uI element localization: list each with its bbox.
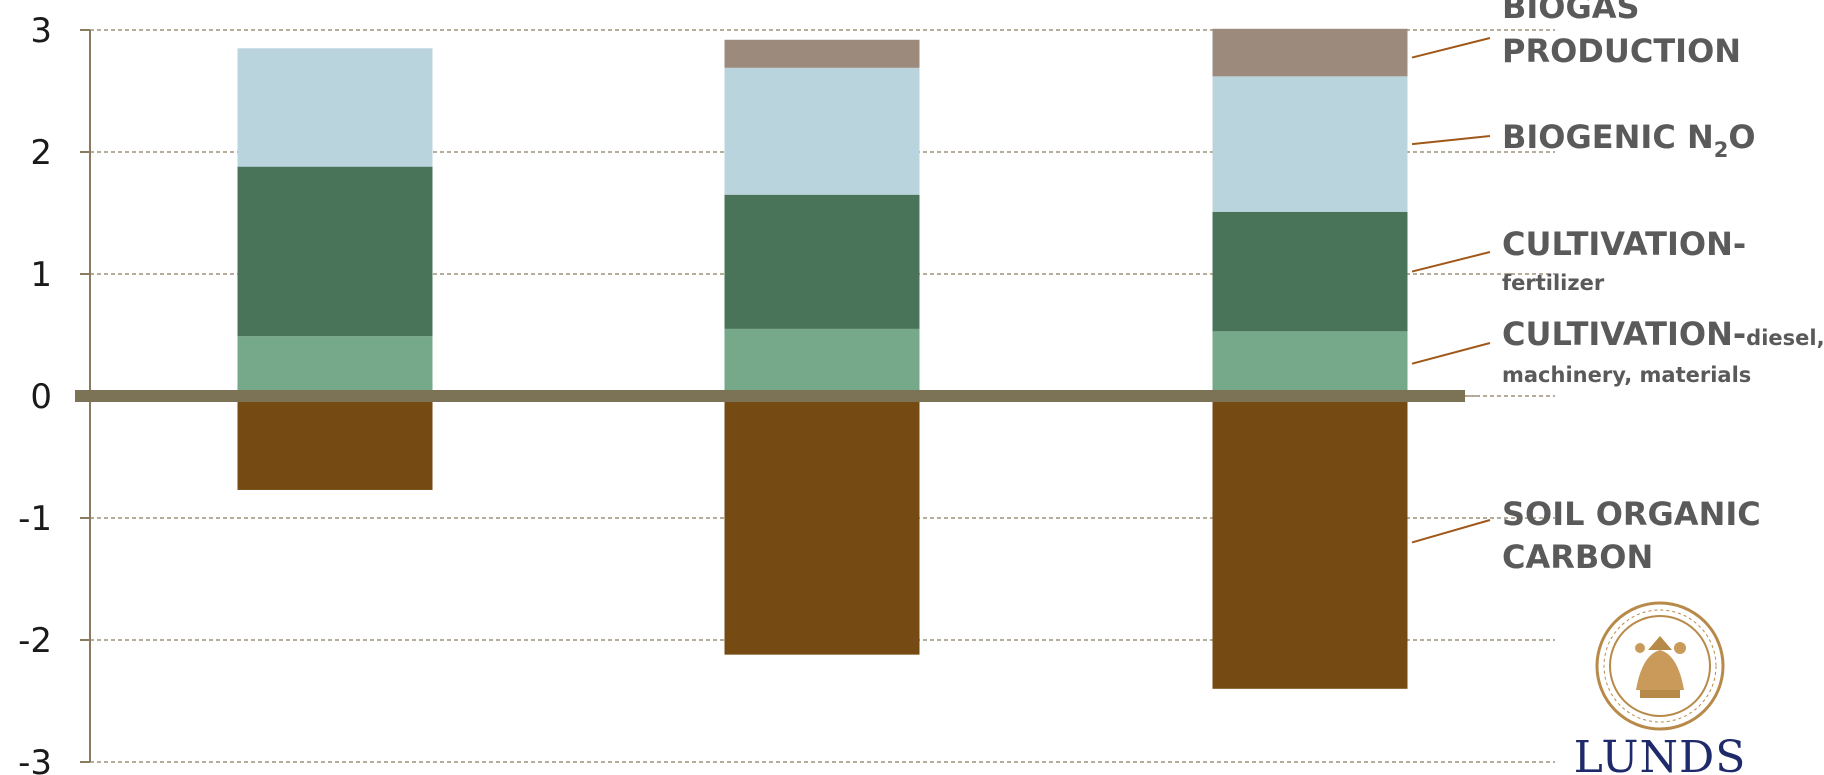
bar-segment-soil_organic_carbon <box>237 396 433 490</box>
legend-leader-line <box>1411 135 1491 146</box>
bar-segment-soil_organic_carbon <box>1212 396 1408 689</box>
university-seal-icon <box>1595 601 1725 731</box>
bar-segment-biogenic_n2o <box>1212 76 1408 212</box>
legend-label-suffix: diesel, <box>1746 326 1824 350</box>
legend-label: BIOGENIC N2O <box>1502 118 1756 162</box>
legend-label-line2: fertilizer <box>1502 271 1605 295</box>
logo-wordmark: LUNDS <box>1574 732 1747 775</box>
legend-label: CULTIVATION- <box>1502 225 1746 263</box>
legend-label: SOIL ORGANIC <box>1502 495 1761 533</box>
y-tick-label: -1 <box>18 499 52 539</box>
bar-segment-cultivation_diesel <box>724 328 920 396</box>
bar-segment-biogas_production <box>1212 28 1408 77</box>
y-tick-label: -3 <box>18 743 52 775</box>
zero-baseline <box>75 390 1465 402</box>
y-tick-label: -2 <box>18 621 52 661</box>
bar-segment-soil_organic_carbon <box>724 396 920 655</box>
bar-segment-biogas_production <box>724 39 920 68</box>
legend-label-main: CULTIVATION- <box>1502 225 1746 263</box>
bar-segment-cultivation_fertilizer <box>237 166 433 337</box>
legend-label: CULTIVATION-diesel, <box>1502 315 1824 353</box>
legend-leader-line <box>1411 37 1491 59</box>
legend-entry-cultivation_diesel: CULTIVATION-diesel, machinery, materials <box>1411 315 1824 387</box>
legend-entry-cultivation_fertilizer: CULTIVATION-fertilizer <box>1411 225 1746 295</box>
y-tick-label: 2 <box>30 133 52 173</box>
legend-label-line2: CARBON <box>1502 538 1653 576</box>
y-tick-label: 1 <box>30 255 52 295</box>
legend-label-line2: PRODUCTION <box>1502 32 1741 70</box>
y-tick-label: 0 <box>30 377 52 417</box>
legend-entry-biogas_production: BIOGAS PRODUCTION <box>1411 0 1741 70</box>
bar-segment-cultivation_fertilizer <box>724 194 920 329</box>
legend-label-main: CULTIVATION- <box>1502 315 1746 353</box>
legend-label-line2: machinery, materials <box>1502 363 1751 387</box>
legend-label-main: BIOGENIC N <box>1502 118 1714 156</box>
legend-label-main: BIOGAS <box>1502 0 1640 26</box>
legend-label-main: SOIL ORGANIC <box>1502 495 1761 533</box>
zero-line <box>75 390 1480 402</box>
bar-segment-biogenic_n2o <box>237 48 433 167</box>
bar-segment-cultivation_fertilizer <box>1212 211 1408 332</box>
legend-label-tail: O <box>1728 118 1755 156</box>
y-tick-label: 3 <box>30 11 52 51</box>
legend-leader-line <box>1411 519 1491 544</box>
lund-university-logo: LUNDS <box>1574 601 1747 775</box>
legend-entry-biogenic_n2o: BIOGENIC N2O <box>1411 118 1756 162</box>
bar-segment-biogenic_n2o <box>724 67 920 195</box>
bar-segment-cultivation_diesel <box>1212 331 1408 396</box>
legend-label-subscript: 2 <box>1714 138 1729 162</box>
legend-entry-soil_organic_carbon: SOIL ORGANIC CARBON <box>1411 495 1761 576</box>
legend-leader-line <box>1411 342 1491 365</box>
legend: CULTIVATION-diesel,machinery, materialsC… <box>1411 0 1824 576</box>
legend-leader-line <box>1411 251 1491 273</box>
bar-segment-cultivation_diesel <box>237 336 433 396</box>
legend-label: BIOGAS <box>1502 0 1640 26</box>
y-axis: 3 2 1 0 -1 -2 -3 <box>18 11 91 775</box>
bars <box>237 28 1408 689</box>
